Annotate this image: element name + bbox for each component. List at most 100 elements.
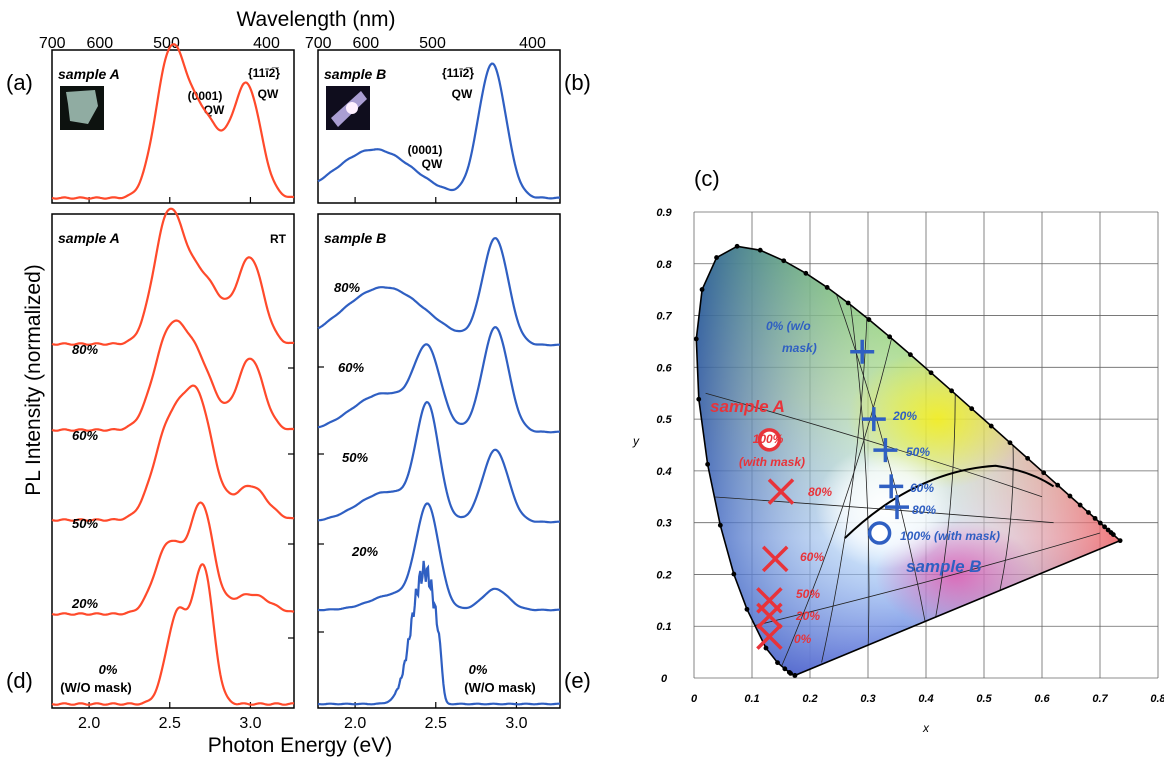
cie-sample-b-label: 100% (with mask) [900,529,1000,543]
cie-y-tick-label: 0.1 [656,621,671,633]
wavelength-tick-label: 700 [39,35,66,52]
spectrum-sample-b-60pct [317,326,560,434]
planckian-locus [844,464,1055,539]
panel-letter-c: (c) [694,166,720,191]
series-labels-layer: 80% 60% 50% 20% 0% (W/O mask) 80% 60% 50% 20% 0% (W… [60,280,536,695]
series-label-sample-a: 60% [72,428,98,443]
cie-y-tick-label: 0.2 [656,569,671,581]
cie-locus-dot [803,270,809,276]
panel-a-qw1122-label: {11ī2̅} [248,66,280,80]
cie-sample-b-label: 80% [912,503,936,517]
cie-sample-b-label: mask) [782,341,817,355]
panel-b-frame [317,49,561,204]
cie-y-tick-label: 0.8 [656,259,672,271]
cie-locus-dot [1041,470,1047,476]
cie-sample-a-title: sample A [710,397,785,416]
panel-d-title: sample A [58,230,120,246]
cie-y-tick-label: 0.9 [656,207,672,219]
cie-locus-dot [1086,510,1091,515]
cie-inner-line [751,532,1101,627]
spectrum-sample-a-inset [51,43,295,200]
spectrum-sample-b-inset [317,62,560,200]
wavelength-axis-label: Wavelength (nm) [236,8,395,31]
cie-y-tick-label: 0.5 [656,414,672,426]
photon-energy-axis-label: Photon Energy (eV) [208,734,392,757]
panel-e-frame [317,213,561,709]
panel-a-frame [51,49,295,204]
sample-b-photo-glow [346,102,358,114]
cie-locus-dot [1110,532,1116,537]
photon-energy-tick-label: 3.0 [505,715,527,732]
series-label-sample-b: 60% [338,360,364,375]
photon-energy-tick-labels: 2.0 2.5 3.0 2.0 2.5 3.0 [78,715,528,732]
cie-y-tick-label: 0.3 [656,518,671,530]
cie-locus-dot [782,666,788,672]
cie-locus-dot [988,423,994,429]
cie-locus-dot [1102,524,1107,530]
spectrum-sample-a-20pct [51,501,295,616]
cie-locus-dot [969,406,975,412]
cie-locus-dot [1097,520,1103,526]
panel-e-title: sample B [324,230,386,246]
cie-locus-dot [763,645,769,651]
cie-locus-dot [696,396,702,402]
photon-energy-tick-label: 2.5 [159,715,181,732]
panel-a-qw0001-label: (0001) [188,89,223,103]
cie-x-tick-label: 0.1 [744,693,759,705]
panel-b-qw1122-label: {11ī2̅} [442,66,474,80]
cie-locus-dot [824,285,830,290]
cie-x-tick-label: 0.2 [802,693,817,705]
panel-a-title: sample A [58,66,120,82]
cie-sample-a-label: 50% [796,587,820,601]
spectrum-sample-b-50pct [317,400,560,524]
panel-b-qw1122-label-2: QW [452,87,473,101]
wavelength-tick-label: 600 [86,35,113,52]
panel-d-frame [51,213,295,709]
spectrum-sample-a-50pct [51,384,295,522]
cie-inner-line [844,263,870,653]
photon-energy-tick-label: 3.0 [239,715,261,732]
cie-locus-dot [705,461,711,467]
cie-locus-dot [717,522,723,528]
cie-x-tick-label: 0.8 [1150,693,1164,705]
cie-locus-dot [845,300,851,306]
series-label-sample-b: 0% [469,662,488,677]
cie-sample-a-label: 80% [808,485,832,499]
cie-marker-plus [850,339,875,364]
cie-locus-dot [775,660,780,666]
cie-sample-a-label: (with mask) [739,455,805,469]
series-label-sample-a: (W/O mask) [60,680,132,695]
cie-locus-dot [1055,482,1061,488]
panel-letter-b: (b) [564,70,591,95]
panel-d-note: RT [270,232,287,246]
cie-inner-line [711,496,1054,524]
wavelength-tick-label: 500 [153,35,180,52]
cie-x-tick-label: 0.5 [976,693,992,705]
series-label-sample-b: 50% [342,450,368,465]
cie-y-tick-label: 0 [661,673,668,685]
series-label-sample-a: 50% [72,516,98,531]
cie-locus-dot [1067,493,1073,499]
cie-chart: 0 0.1 0.2 0.3 0.4 0.5 0.6 0.7 0.8 0 0.1 0.2 0.3 0.4 0.… [632,207,1164,735]
panel-b-title: sample B [324,66,386,82]
spectrum-sample-b-20pct [317,502,560,612]
cie-sample-b-label: 50% [906,445,930,459]
cie-marker-plus [885,495,909,520]
wavelength-tick-label: 500 [419,35,446,52]
cie-locus-dot [866,317,872,322]
cie-y-tick-label: 0.6 [656,362,672,374]
cie-locus-dot [1117,538,1123,544]
panel-letter-e: (e) [564,668,591,693]
cie-locus-dot [949,388,954,394]
cie-sample-b-label: 60% [910,481,934,495]
cie-marker-x [767,478,795,505]
photon-energy-tick-label: 2.0 [78,715,100,732]
series-label-sample-a: 80% [72,342,98,357]
wavelength-tick-labels-left: 700 600 500 400 [39,35,280,52]
cie-marker-circle [867,521,892,545]
cie-locus-dot [731,571,737,577]
spectrum-sample-a-60pct [51,319,295,432]
panel-a-qw1122-label-2: QW [258,87,279,101]
wavelength-tick-label: 600 [352,35,379,52]
cie-locus-dot [744,606,750,612]
